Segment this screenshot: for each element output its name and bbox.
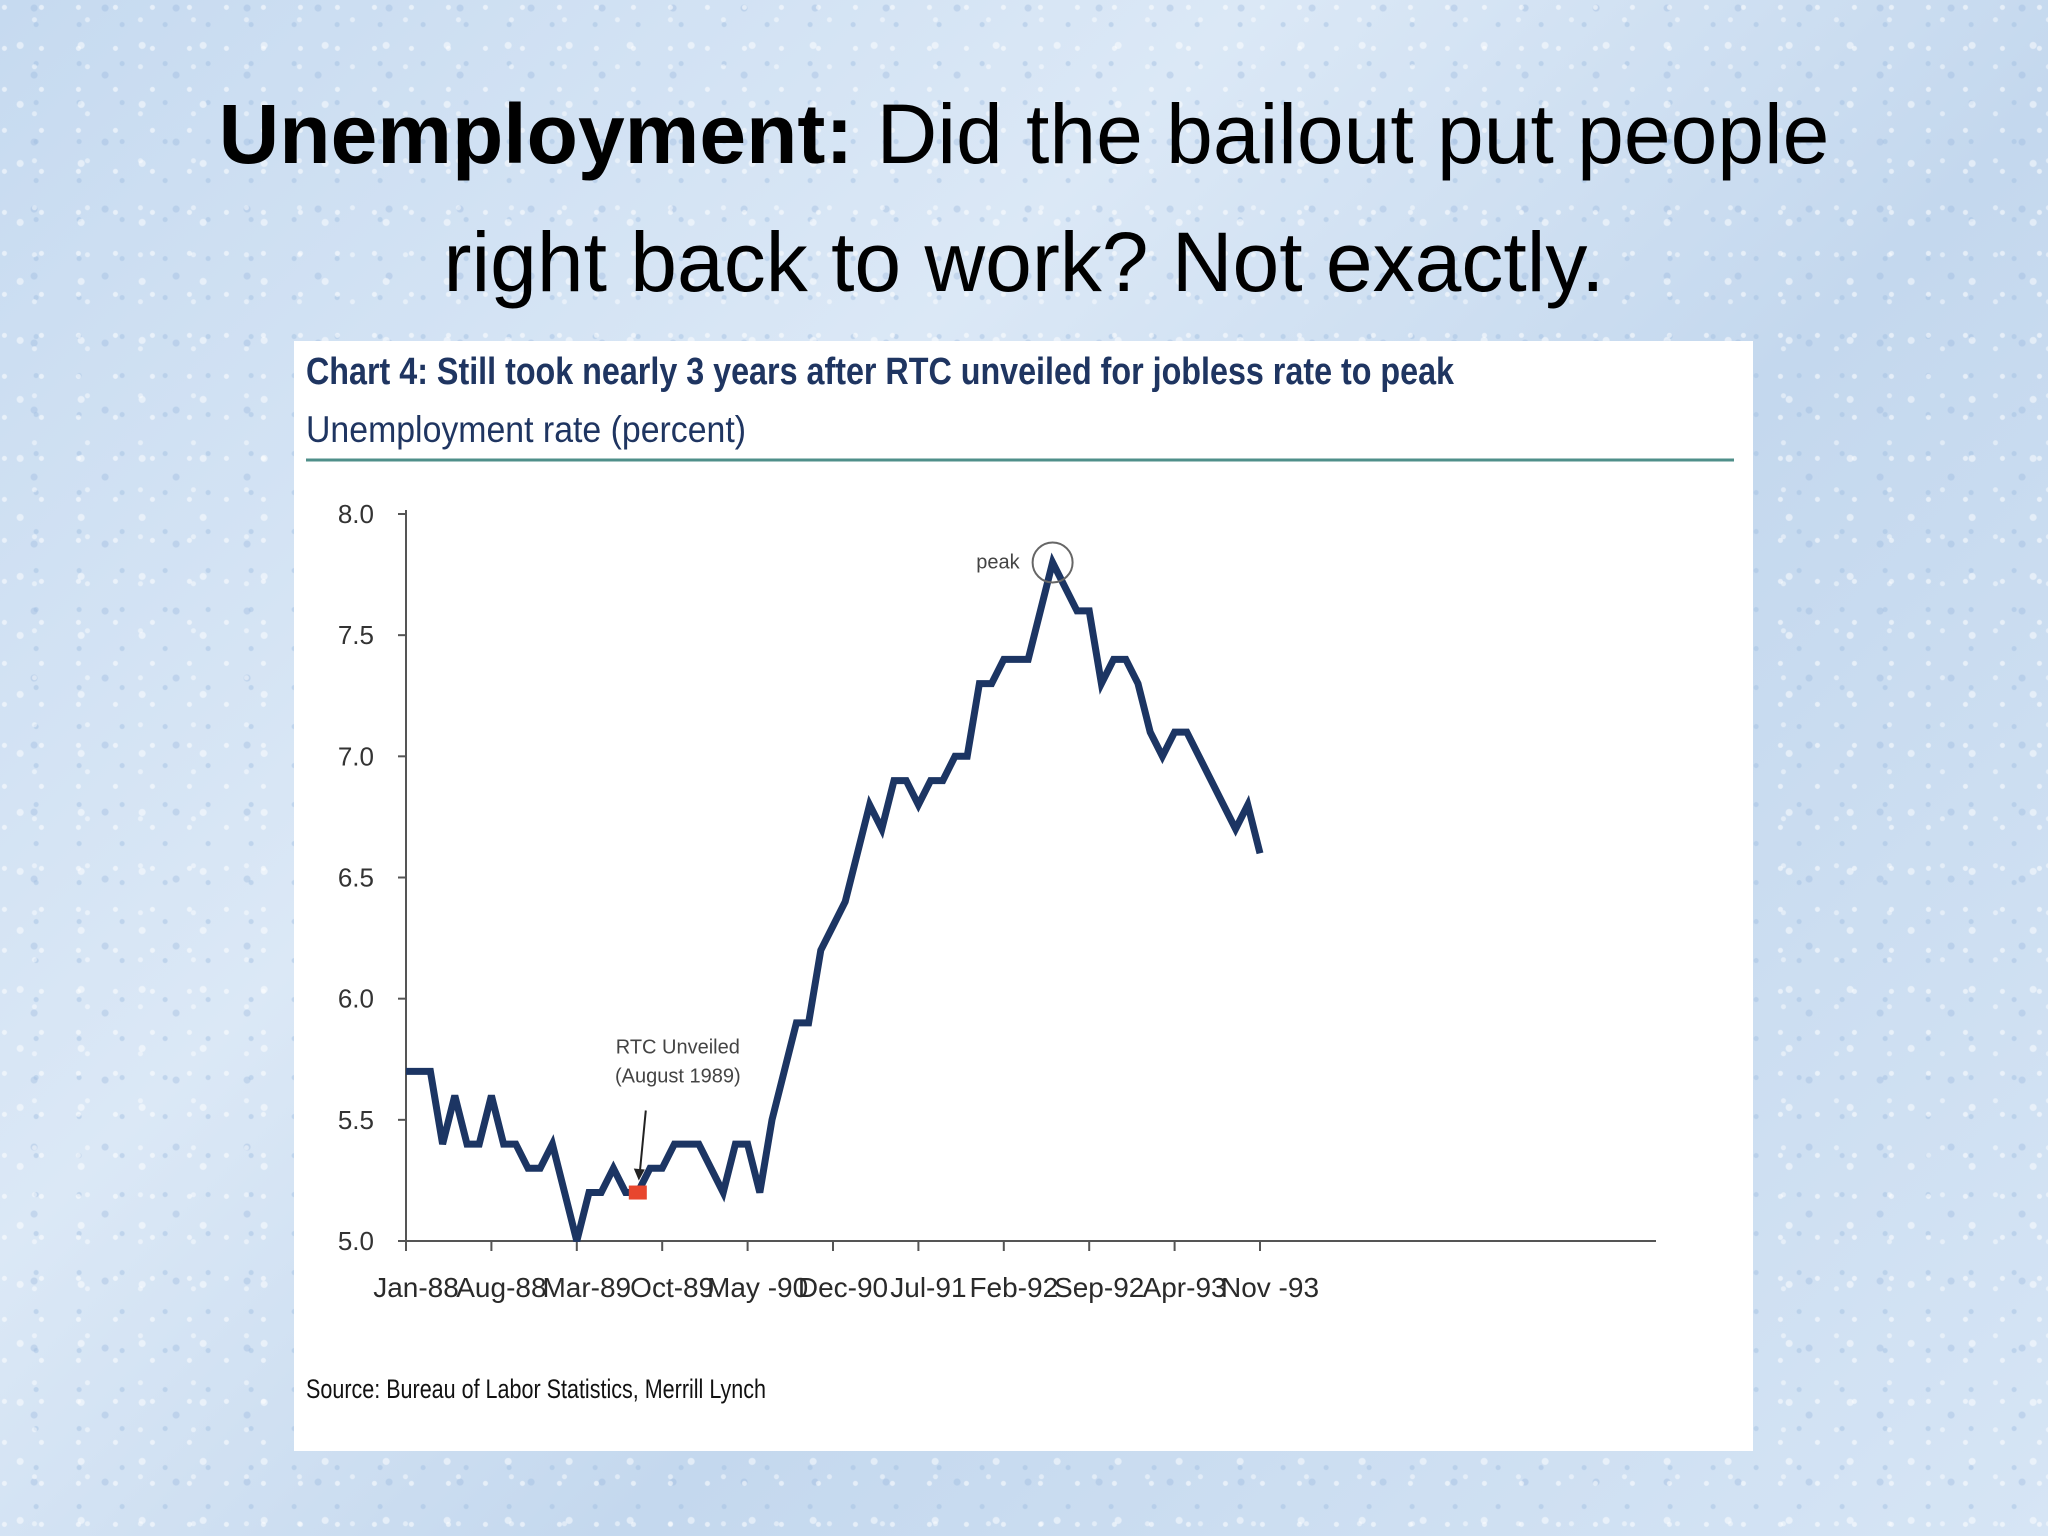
x-tick-label: Oct-89 <box>630 1272 714 1303</box>
slide-title: Unemployment: Did the bailout put people… <box>0 70 2048 326</box>
chart-panel: Chart 4: Still took nearly 3 years after… <box>294 341 1753 1451</box>
rtc-arrow-line <box>638 1110 647 1173</box>
x-tick-label: Nov -93 <box>1221 1272 1319 1303</box>
rtc-arrow-head <box>633 1168 645 1181</box>
x-tick-label: May -90 <box>707 1272 808 1303</box>
y-tick-label: 5.0 <box>338 1226 374 1256</box>
y-tick-label: 7.0 <box>338 741 374 771</box>
chart-title: Chart 4: Still took nearly 3 years after… <box>306 351 1455 393</box>
y-tick-label: 7.5 <box>338 620 374 650</box>
line-chart: Chart 4: Still took nearly 3 years after… <box>306 351 1734 1404</box>
y-tick-label: 6.0 <box>338 984 374 1014</box>
rtc-marker <box>628 1185 647 1200</box>
x-tick-label: Jan-88 <box>373 1272 459 1303</box>
rtc-label-line-1: RTC Unveiled <box>616 1037 740 1059</box>
chart-axes <box>405 510 1656 1242</box>
chart-marks <box>406 552 1264 1242</box>
chart-source: Source: Bureau of Labor Statistics, Merr… <box>306 1374 766 1404</box>
slide-title-bold: Unemployment: <box>218 87 854 181</box>
peak-circle <box>1031 541 1074 584</box>
rtc-label-line-2: (August 1989) <box>615 1066 741 1088</box>
x-tick-label: Feb-92 <box>969 1272 1058 1303</box>
x-tick-label: Dec-90 <box>798 1272 888 1303</box>
slide-title-line-2: right back to work? Not exactly. <box>443 215 1605 309</box>
unemployment-line <box>406 552 1264 1242</box>
x-tick-label: Apr-93 <box>1143 1272 1227 1303</box>
chart-annotations: RTC Unveiled (August 1989) peak <box>615 541 1074 1181</box>
slide-title-rest: Did the bailout put people <box>853 87 1830 181</box>
x-tick-label: Jul-91 <box>890 1272 966 1303</box>
slide-title-line-1: Unemployment: Did the bailout put people <box>0 70 2048 198</box>
x-tick-label: Aug-88 <box>456 1272 546 1303</box>
x-tick-label: Mar-89 <box>542 1272 631 1303</box>
y-tick-label: 6.5 <box>338 863 374 893</box>
x-tick-label: Sep-92 <box>1054 1272 1144 1303</box>
chart-subtitle: Unemployment rate (percent) <box>306 409 746 450</box>
peak-label: peak <box>976 551 1020 573</box>
y-tick-label: 5.5 <box>338 1105 374 1135</box>
y-tick-label: 8.0 <box>338 499 374 529</box>
